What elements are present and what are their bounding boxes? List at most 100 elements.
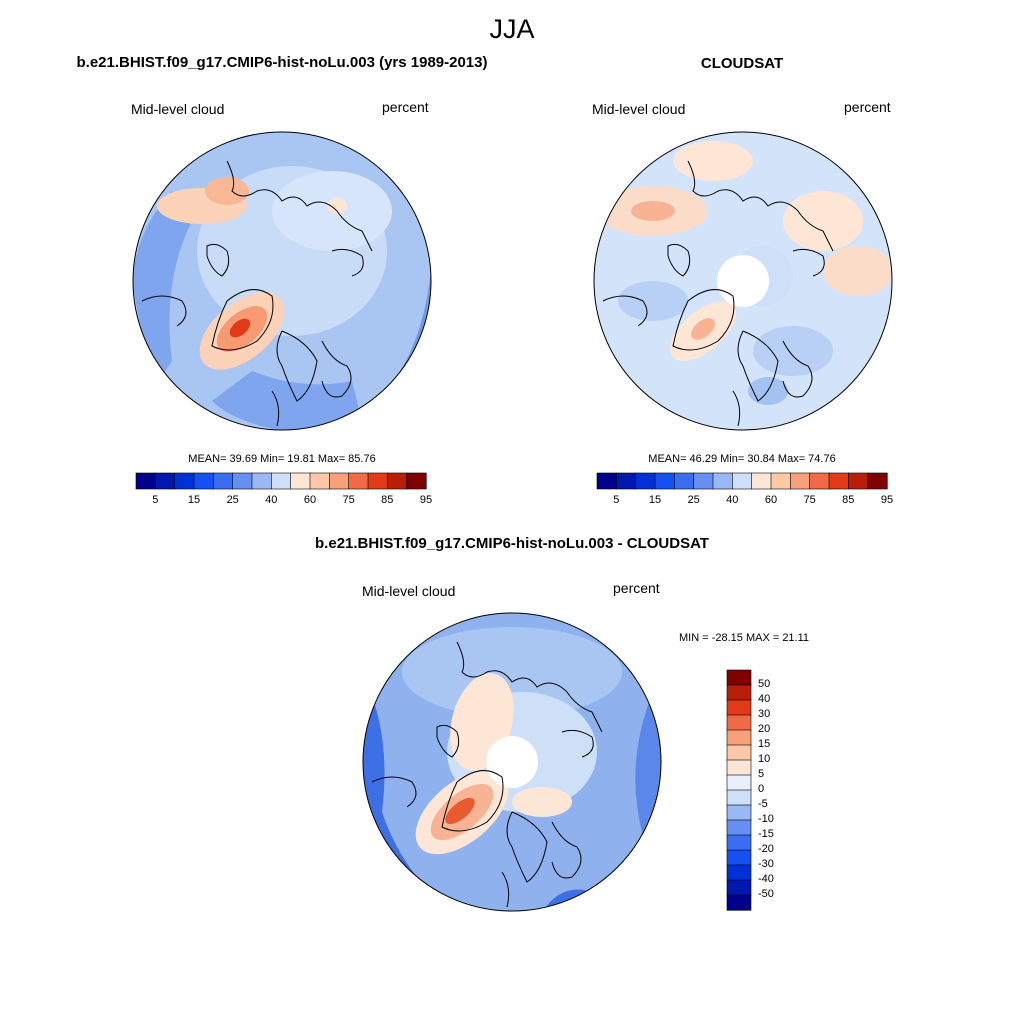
colorbar-swatch bbox=[654, 472, 675, 490]
colorbar-tick-label: -40 bbox=[758, 873, 774, 885]
panel2-polar-map bbox=[593, 131, 893, 431]
colorbar-swatch bbox=[174, 472, 195, 490]
colorbar-tick-label: -15 bbox=[758, 828, 774, 840]
figure-title: JJA bbox=[489, 14, 535, 44]
panel2-missing-pole bbox=[717, 255, 769, 307]
panel1-title: b.e21.BHIST.f09_g17.CMIP6-hist-noLu.003 … bbox=[76, 54, 488, 71]
colorbar-swatch bbox=[674, 472, 695, 490]
colorbar-swatch bbox=[251, 472, 272, 490]
colorbar-swatch bbox=[596, 472, 617, 490]
panel2-units-label: percent bbox=[844, 99, 891, 115]
panel3-missing-pole bbox=[486, 736, 538, 788]
colorbar-tick-label: -5 bbox=[758, 798, 768, 810]
colorbar-tick-label: 60 bbox=[764, 494, 778, 506]
colorbar-swatch bbox=[726, 759, 752, 776]
colorbar-tick-label: 30 bbox=[758, 708, 771, 720]
colorbar-swatch bbox=[635, 472, 656, 490]
colorbar-tick-label: -20 bbox=[758, 843, 774, 855]
colorbar-tick-label: 25 bbox=[687, 494, 700, 506]
panel3-polar-map bbox=[362, 612, 662, 912]
colorbar-tick-label: 50 bbox=[758, 678, 771, 690]
panel3-field-warm-greenland-core bbox=[445, 797, 475, 825]
colorbar-swatch bbox=[848, 472, 869, 490]
colorbar-tick-label: 0 bbox=[758, 783, 765, 795]
panel1-map-border bbox=[132, 131, 432, 431]
colorbar-swatch bbox=[367, 472, 388, 490]
panel3-stats: MIN = -28.15 MAX = 21.11 bbox=[679, 632, 810, 644]
colorbar-swatch bbox=[726, 684, 752, 701]
colorbar-swatch bbox=[271, 472, 292, 490]
colorbar-swatch bbox=[290, 472, 311, 490]
colorbar-swatch bbox=[790, 472, 811, 490]
colorbar-swatch bbox=[726, 789, 752, 806]
panel2-field-warm-north bbox=[673, 141, 753, 181]
panel2-title: CLOUDSAT bbox=[700, 55, 784, 72]
panel1-colorbar bbox=[135, 472, 427, 490]
panel2-field-blue-south bbox=[753, 326, 833, 376]
colorbar-tick-label: -10 bbox=[758, 813, 774, 825]
colorbar-swatch bbox=[155, 472, 176, 490]
colorbar-swatch bbox=[693, 472, 714, 490]
colorbar-tick-label: 75 bbox=[342, 494, 355, 506]
panel1-coastlines bbox=[141, 160, 373, 427]
colorbar-tick-label: 10 bbox=[758, 753, 771, 765]
colorbar-swatch bbox=[726, 879, 752, 896]
colorbar-swatch bbox=[726, 714, 752, 731]
colorbar-swatch bbox=[193, 472, 214, 490]
colorbar-tick-label: 15 bbox=[187, 494, 201, 506]
colorbar-swatch bbox=[616, 472, 637, 490]
colorbar-swatch bbox=[726, 744, 752, 761]
colorbar-tick-label: 40 bbox=[758, 693, 771, 705]
panel3-map-border bbox=[362, 612, 662, 912]
colorbar-swatch bbox=[232, 472, 253, 490]
panel2-field-warm-northwest-core bbox=[631, 201, 675, 221]
panel1-units-label: percent bbox=[382, 99, 429, 115]
panel1-variable-label: Mid-level cloud bbox=[131, 101, 225, 117]
panel3-colorbar bbox=[726, 669, 752, 911]
colorbar-swatch bbox=[726, 804, 752, 821]
colorbar-tick-label: 15 bbox=[758, 738, 771, 750]
colorbar-swatch bbox=[726, 699, 752, 716]
colorbar-swatch bbox=[770, 472, 791, 490]
colorbar-tick-label: 85 bbox=[381, 494, 394, 506]
colorbar-swatch bbox=[751, 472, 772, 490]
colorbar-tick-label: 5 bbox=[613, 494, 620, 506]
panel1-field-warm-north-core bbox=[205, 177, 249, 205]
colorbar-tick-label: -50 bbox=[758, 888, 774, 900]
panel1-field-warm-spot bbox=[327, 198, 347, 214]
panel2-field-warm-greenland-core bbox=[691, 318, 715, 340]
panel3-coastlines bbox=[371, 641, 603, 908]
colorbar-swatch bbox=[726, 864, 752, 881]
colorbar-tick-label: 95 bbox=[419, 494, 433, 506]
colorbar-swatch bbox=[726, 729, 752, 746]
panel2-field-blue-west bbox=[618, 281, 688, 321]
colorbar-swatch bbox=[726, 669, 752, 686]
colorbar-tick-label: 40 bbox=[726, 494, 739, 506]
colorbar-tick-label: 25 bbox=[226, 494, 239, 506]
panel2-colorbar bbox=[596, 472, 888, 490]
colorbar-tick-label: 60 bbox=[303, 494, 317, 506]
panel2-field-warm-northeast bbox=[783, 191, 863, 251]
colorbar-tick-label: 95 bbox=[880, 494, 894, 506]
panel2-map-border bbox=[593, 131, 893, 431]
panel1-polar-map bbox=[132, 131, 432, 431]
panel2-field-warm-east bbox=[823, 246, 892, 296]
panel3-variable-label: Mid-level cloud bbox=[362, 583, 456, 599]
panel3-field-north-light bbox=[402, 627, 622, 717]
colorbar-swatch bbox=[726, 774, 752, 791]
colorbar-swatch bbox=[712, 472, 733, 490]
colorbar-swatch bbox=[726, 819, 752, 836]
colorbar-swatch bbox=[828, 472, 849, 490]
colorbar-tick-label: 20 bbox=[758, 723, 771, 735]
colorbar-swatch bbox=[726, 894, 752, 911]
panel1-field-south-blue bbox=[212, 371, 362, 430]
panel1-field-warm-greenland-core bbox=[229, 318, 251, 338]
colorbar-swatch bbox=[387, 472, 408, 490]
colorbar-swatch bbox=[732, 472, 753, 490]
colorbar-swatch bbox=[726, 849, 752, 866]
colorbar-swatch bbox=[809, 472, 830, 490]
colorbar-swatch bbox=[329, 472, 350, 490]
colorbar-swatch bbox=[867, 472, 888, 490]
colorbar-tick-label: 5 bbox=[152, 494, 159, 506]
panel3-field-warm-east bbox=[512, 787, 572, 817]
